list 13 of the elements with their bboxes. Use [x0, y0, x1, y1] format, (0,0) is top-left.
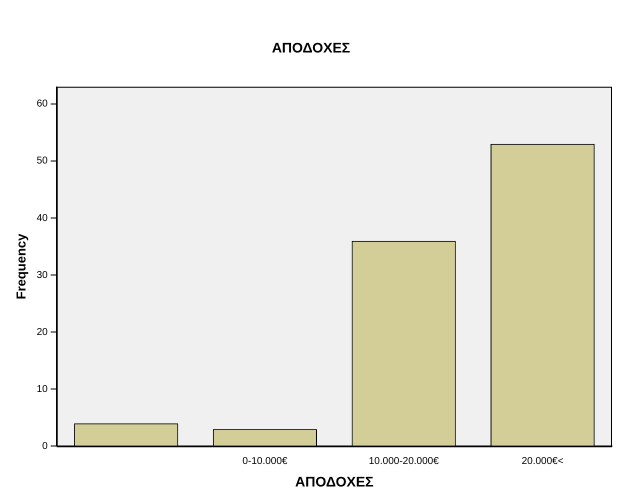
y-tick-label: 60 — [36, 98, 48, 110]
y-tick-label: 10 — [36, 384, 48, 395]
x-axis-title: ΑΠΟΔΟΧΕΣ — [295, 473, 374, 490]
chart-title: ΑΠΟΔΟΧΕΣ — [272, 39, 350, 56]
y-axis-title: Frequency — [13, 232, 28, 300]
y-tick-label: 40 — [36, 212, 48, 224]
x-tick-label: 20.000€< — [522, 456, 564, 467]
x-tick-label: 0-10.000€ — [242, 456, 288, 467]
y-tick-label: 20 — [36, 326, 48, 338]
y-tick-label: 0 — [42, 440, 48, 452]
y-tick-label: 30 — [36, 270, 48, 281]
x-tick-label: 10.000-20.000€ — [368, 456, 440, 467]
y-tick-label: 50 — [36, 156, 48, 167]
